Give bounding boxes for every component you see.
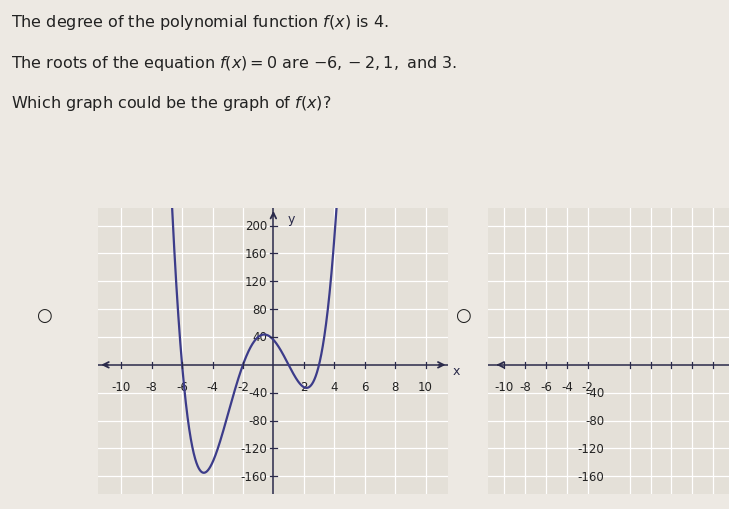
Text: -120: -120	[241, 442, 268, 455]
Text: The roots of the equation $f(x) = 0$ are $-6, -2, 1,$ and $3$.: The roots of the equation $f(x) = 0$ are…	[11, 53, 457, 72]
Text: -160: -160	[578, 470, 604, 483]
Text: 8: 8	[391, 380, 399, 393]
Text: 120: 120	[245, 275, 268, 288]
Text: -10: -10	[112, 380, 131, 393]
Text: x: x	[453, 364, 460, 377]
Text: -40: -40	[585, 386, 604, 400]
Text: -8: -8	[146, 380, 157, 393]
Text: 40: 40	[252, 331, 268, 344]
Text: y: y	[288, 212, 295, 225]
Text: ○: ○	[455, 306, 471, 325]
Text: -10: -10	[494, 380, 514, 393]
Text: -120: -120	[578, 442, 604, 455]
Text: -2: -2	[237, 380, 249, 393]
Text: -160: -160	[241, 470, 268, 483]
Text: Which graph could be the graph of $f(x)$?: Which graph could be the graph of $f(x)$…	[11, 94, 332, 113]
Text: -80: -80	[585, 414, 604, 427]
Text: 2: 2	[300, 380, 308, 393]
Text: -8: -8	[519, 380, 531, 393]
Text: -80: -80	[248, 414, 268, 427]
Text: -4: -4	[206, 380, 219, 393]
Text: 10: 10	[418, 380, 433, 393]
Text: 200: 200	[245, 219, 268, 233]
Text: 160: 160	[245, 247, 268, 261]
Text: 80: 80	[252, 303, 268, 316]
Text: -4: -4	[561, 380, 573, 393]
Text: 6: 6	[361, 380, 368, 393]
Text: The degree of the polynomial function $f(x)$ is 4.: The degree of the polynomial function $f…	[11, 13, 389, 32]
Text: ○: ○	[36, 306, 52, 325]
Text: -2: -2	[582, 380, 593, 393]
Text: 4: 4	[330, 380, 338, 393]
Text: -6: -6	[176, 380, 188, 393]
Text: -6: -6	[540, 380, 552, 393]
Text: -40: -40	[248, 386, 268, 400]
